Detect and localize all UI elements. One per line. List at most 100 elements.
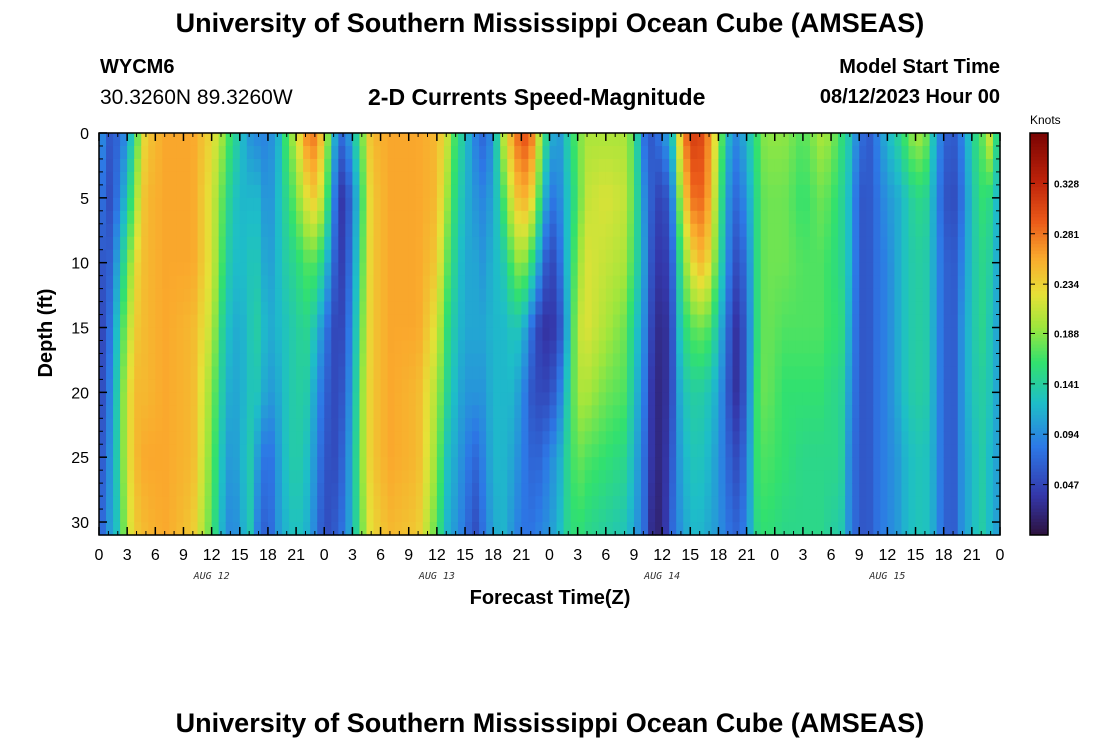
heatmap-cell (760, 275, 769, 290)
heatmap-cell (950, 418, 959, 432)
heatmap-cell (345, 184, 354, 199)
heatmap-cell (816, 340, 825, 355)
heatmap-cell (317, 509, 325, 523)
heatmap-cell (218, 288, 227, 303)
heatmap-cell (479, 249, 487, 264)
heatmap-cell (289, 418, 297, 432)
heatmap-cell (802, 158, 811, 173)
heatmap-cell (204, 236, 213, 251)
heatmap-cell (99, 275, 107, 290)
heatmap-cell (197, 288, 206, 303)
heatmap-cell (577, 353, 586, 368)
heatmap-cell (619, 158, 628, 173)
heatmap-cell (971, 483, 980, 497)
heatmap-cell (310, 366, 318, 380)
heatmap-cell (676, 392, 684, 406)
heatmap-cell (549, 496, 558, 510)
heatmap-cell (732, 145, 741, 160)
heatmap-cell (296, 197, 304, 212)
heatmap-cell (584, 483, 593, 497)
heatmap-cell (718, 327, 727, 342)
heatmap-cell (788, 457, 797, 471)
heatmap-cell (134, 210, 142, 225)
heatmap-cell (711, 184, 720, 199)
heatmap-cell (563, 353, 572, 368)
heatmap-cell (887, 236, 896, 251)
heatmap-cell (450, 145, 459, 160)
heatmap-cell (253, 509, 262, 523)
heatmap-cell (507, 392, 515, 406)
heatmap-cell (922, 418, 931, 432)
colorbar-segment (1030, 253, 1048, 258)
heatmap-cell (831, 314, 839, 329)
heatmap-cell (662, 249, 670, 264)
heatmap-cell (598, 262, 607, 277)
heatmap-cell (795, 223, 804, 238)
heatmap-cell (486, 171, 494, 186)
heatmap-cell (598, 236, 607, 251)
heatmap-cell (345, 379, 354, 393)
heatmap-cell (232, 353, 241, 368)
heatmap-cell (436, 171, 445, 186)
heatmap-cell (570, 366, 579, 380)
heatmap-cell (943, 145, 952, 160)
heatmap-cell (648, 444, 656, 458)
heatmap-cell (718, 509, 727, 523)
heatmap-cell (507, 470, 515, 484)
heatmap-cell (831, 340, 839, 355)
heatmap-cell (134, 444, 142, 458)
heatmap-cell (359, 158, 368, 173)
x-tick-label: 3 (123, 547, 132, 564)
heatmap-cell (626, 236, 635, 251)
heatmap-cell (267, 158, 276, 173)
heatmap-cell (838, 288, 846, 303)
heatmap-cell (479, 340, 487, 355)
heatmap-cell (619, 327, 628, 342)
heatmap-cell (267, 457, 276, 471)
heatmap-cell (359, 301, 368, 316)
heatmap-cell (120, 145, 128, 160)
heatmap-cell (380, 522, 389, 536)
heatmap-cell (521, 301, 529, 316)
heatmap-cell (859, 444, 867, 458)
heatmap-cell (556, 223, 565, 238)
heatmap-cell (718, 249, 727, 264)
heatmap-cell (788, 353, 797, 368)
heatmap-cell (795, 158, 804, 173)
heatmap-cell (345, 133, 354, 147)
heatmap-cell (584, 249, 593, 264)
heatmap-cell (148, 470, 156, 484)
heatmap-cell (542, 405, 551, 419)
heatmap-cell (641, 379, 649, 393)
heatmap-cell (267, 236, 276, 251)
heatmap-cell (795, 366, 804, 380)
heatmap-cell (190, 301, 199, 316)
heatmap-cell (985, 496, 994, 510)
heatmap-cell (816, 431, 825, 445)
colorbar-segment (1030, 236, 1048, 241)
heatmap-cell (380, 392, 389, 406)
heatmap-cell (429, 158, 438, 173)
heatmap-cell (394, 470, 403, 484)
heatmap-cell (521, 457, 529, 471)
heatmap-cell (303, 509, 311, 523)
heatmap-cell (619, 262, 628, 277)
heatmap-cell (310, 314, 318, 329)
heatmap-cell (648, 327, 656, 342)
heatmap-cell (472, 366, 480, 380)
heatmap-cell (908, 262, 917, 277)
heatmap-cell (831, 275, 839, 290)
heatmap-cell (190, 496, 199, 510)
heatmap-cell (929, 366, 938, 380)
heatmap-cell (289, 262, 297, 277)
heatmap-cell (324, 158, 332, 173)
heatmap-cell (978, 470, 987, 484)
heatmap-cell (162, 496, 170, 510)
heatmap-cell (767, 340, 776, 355)
heatmap-cell (795, 288, 804, 303)
heatmap-cell (169, 275, 178, 290)
heatmap-cell (507, 496, 515, 510)
heatmap-cell (162, 379, 170, 393)
heatmap-cell (662, 133, 670, 147)
heatmap-cell (387, 171, 396, 186)
